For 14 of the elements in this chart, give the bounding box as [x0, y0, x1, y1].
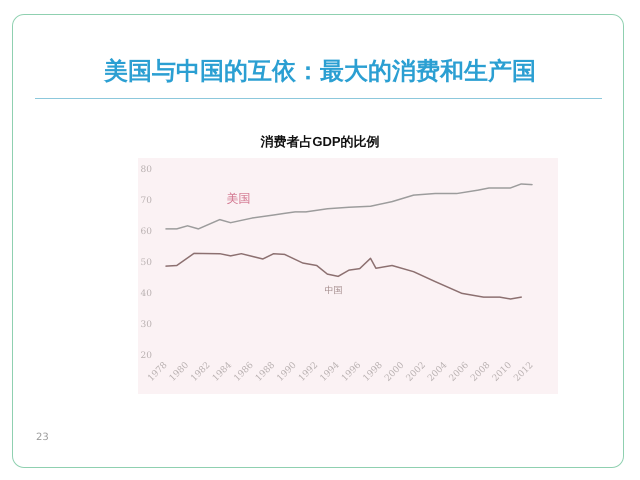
- y-tick-label: 60: [140, 227, 152, 237]
- y-tick-label: 80: [140, 165, 152, 175]
- y-tick-label: 20: [140, 351, 152, 361]
- chart-title: 美国与中国的互依：最大的消费和生产国: [102, 56, 537, 87]
- series-label: 中国: [324, 285, 342, 296]
- line-series: [165, 183, 533, 230]
- chart-subtitle: 消费者占GDP的比例: [259, 134, 380, 149]
- line-series: [165, 252, 522, 300]
- series-label: 美国: [226, 192, 251, 206]
- text: 23: [36, 432, 49, 443]
- y-tick-label: 30: [140, 320, 152, 330]
- y-tick-label: 70: [140, 196, 152, 206]
- y-tick-label: 50: [140, 258, 152, 268]
- y-tick-label: 40: [140, 289, 152, 299]
